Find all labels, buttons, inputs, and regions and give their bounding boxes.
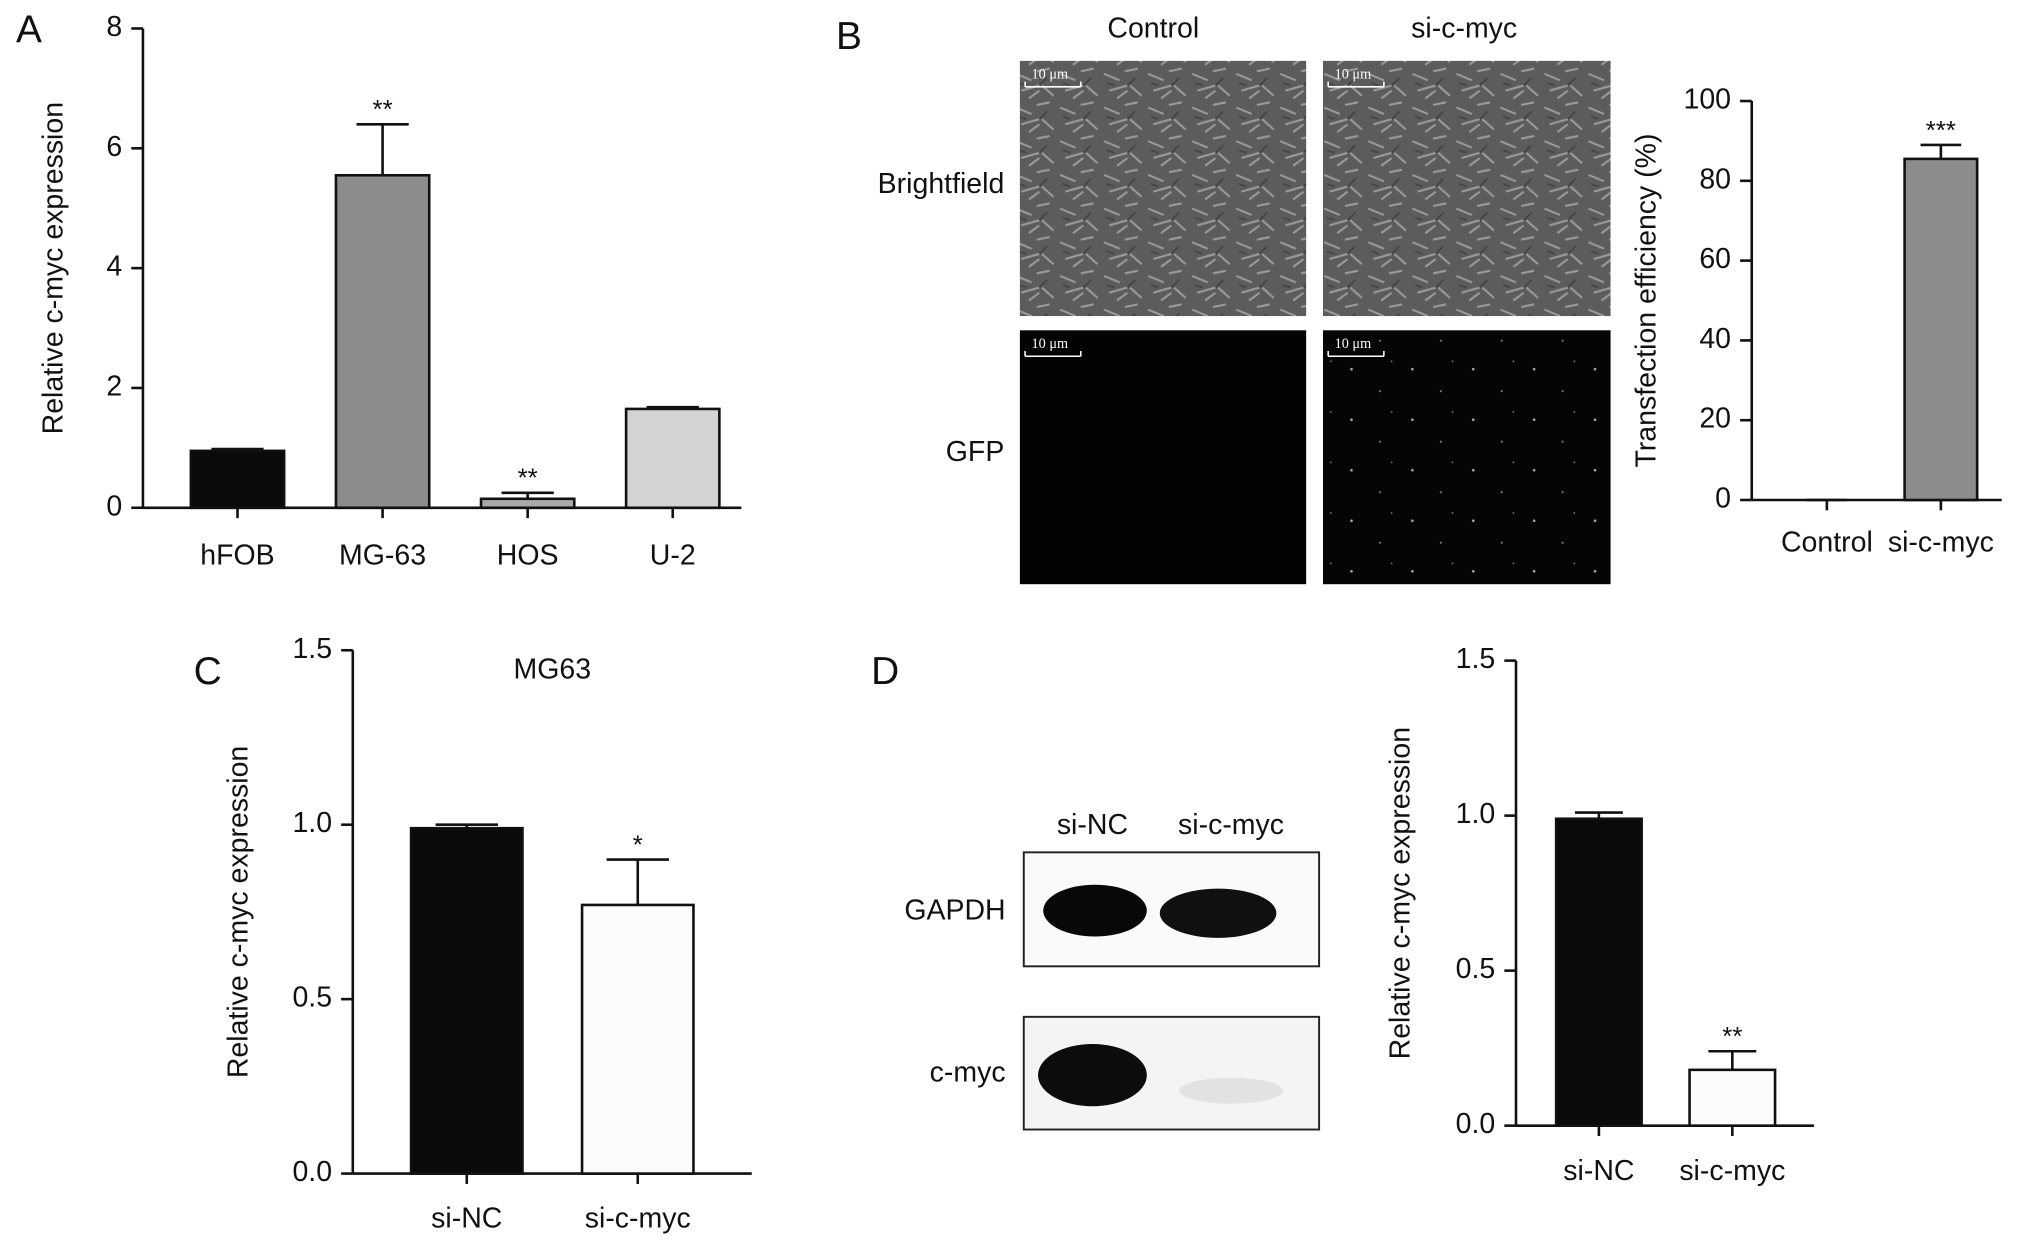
error-bar (1920, 143, 1962, 159)
bar (624, 407, 721, 510)
bar (409, 826, 524, 1175)
x-tick-label: MG-63 (339, 540, 426, 572)
lane-label: si-NC (1057, 809, 1128, 841)
chart-title: MG63 (513, 654, 591, 686)
row-label: Brightfield (878, 168, 1005, 200)
y-tick-label: 0 (106, 490, 122, 522)
panel-label: A (16, 9, 42, 52)
x-tick-label: HOS (497, 540, 559, 572)
y-tick-label: 1.5 (1456, 643, 1496, 675)
x-tick-label: si-c-myc (1888, 527, 1994, 559)
band (1159, 888, 1277, 938)
y-tick-label: 80 (1699, 163, 1731, 195)
x-tick-label: U-2 (650, 540, 696, 572)
bar (189, 449, 286, 510)
micrograph (1019, 330, 1307, 585)
y-axis-label: Relative c-myc expression (1385, 727, 1417, 1059)
y-axis-label: Transfection efficiency (%) (1631, 134, 1663, 468)
y-tick-label: 40 (1699, 323, 1731, 355)
row-label: GFP (946, 436, 1005, 468)
significance: ** (518, 465, 538, 493)
y-tick-label: 0.0 (1456, 1108, 1496, 1140)
panel-label: D (871, 650, 899, 693)
x-tick-label: hFOB (200, 540, 274, 572)
bar (1554, 817, 1643, 1127)
y-tick-label: 60 (1699, 243, 1731, 275)
micrograph (1019, 60, 1307, 317)
y-tick-label: 4 (106, 251, 122, 283)
bar (334, 173, 431, 510)
y-tick-label: 1.0 (292, 807, 332, 839)
y-tick-label: 0.0 (292, 1156, 332, 1188)
y-tick-label: 8 (106, 11, 122, 43)
bar (580, 903, 695, 1175)
band (1038, 1044, 1147, 1107)
y-axis-label: Relative c-myc expression (37, 102, 69, 434)
significance: ** (1722, 1023, 1742, 1051)
y-tick-label: 20 (1699, 403, 1731, 435)
x-tick-label: si-c-myc (1679, 1155, 1785, 1187)
y-tick-label: 0.5 (1456, 953, 1496, 985)
x-tick-label: si-NC (1563, 1155, 1634, 1187)
micrograph (1322, 330, 1611, 585)
band (1043, 884, 1147, 937)
scale-label: 10 μm (1335, 66, 1372, 82)
error-bar (1708, 1049, 1757, 1070)
micrograph (1322, 60, 1611, 317)
bar (1903, 157, 1979, 502)
y-tick-label: 1.0 (1456, 798, 1496, 830)
scale-label: 10 μm (1032, 336, 1069, 352)
band-label: c-myc (930, 1056, 1006, 1088)
y-tick-label: 2 (106, 370, 122, 402)
error-bar (606, 858, 669, 905)
column-label: si-c-myc (1411, 12, 1517, 44)
significance: ** (373, 96, 393, 124)
panel-label: B (836, 15, 862, 58)
band (1179, 1077, 1283, 1104)
x-tick-label: si-NC (431, 1203, 502, 1235)
significance: * (633, 831, 643, 859)
scale-label: 10 μm (1335, 336, 1372, 352)
bar (479, 497, 576, 510)
x-tick-label: Control (1781, 527, 1873, 559)
significance: *** (1926, 117, 1956, 145)
scale-bar: 10 μm 10 μm 10 μm 10 μm (1024, 66, 1385, 357)
y-tick-label: 1.5 (292, 633, 332, 665)
error-bar (356, 123, 409, 176)
panel-label: C (194, 650, 222, 693)
scale-label: 10 μm (1032, 66, 1069, 82)
x-tick-label: si-c-myc (585, 1203, 691, 1235)
band-label: GAPDH (904, 894, 1005, 926)
lane-label: si-c-myc (1178, 809, 1284, 841)
column-label: Control (1107, 12, 1199, 44)
y-tick-label: 0 (1715, 483, 1731, 515)
bar (1688, 1068, 1777, 1127)
y-tick-label: 0.5 (292, 982, 332, 1014)
y-tick-label: 6 (106, 131, 122, 163)
y-tick-label: 100 (1683, 84, 1731, 116)
y-axis-label: Relative c-myc expression (223, 746, 255, 1078)
